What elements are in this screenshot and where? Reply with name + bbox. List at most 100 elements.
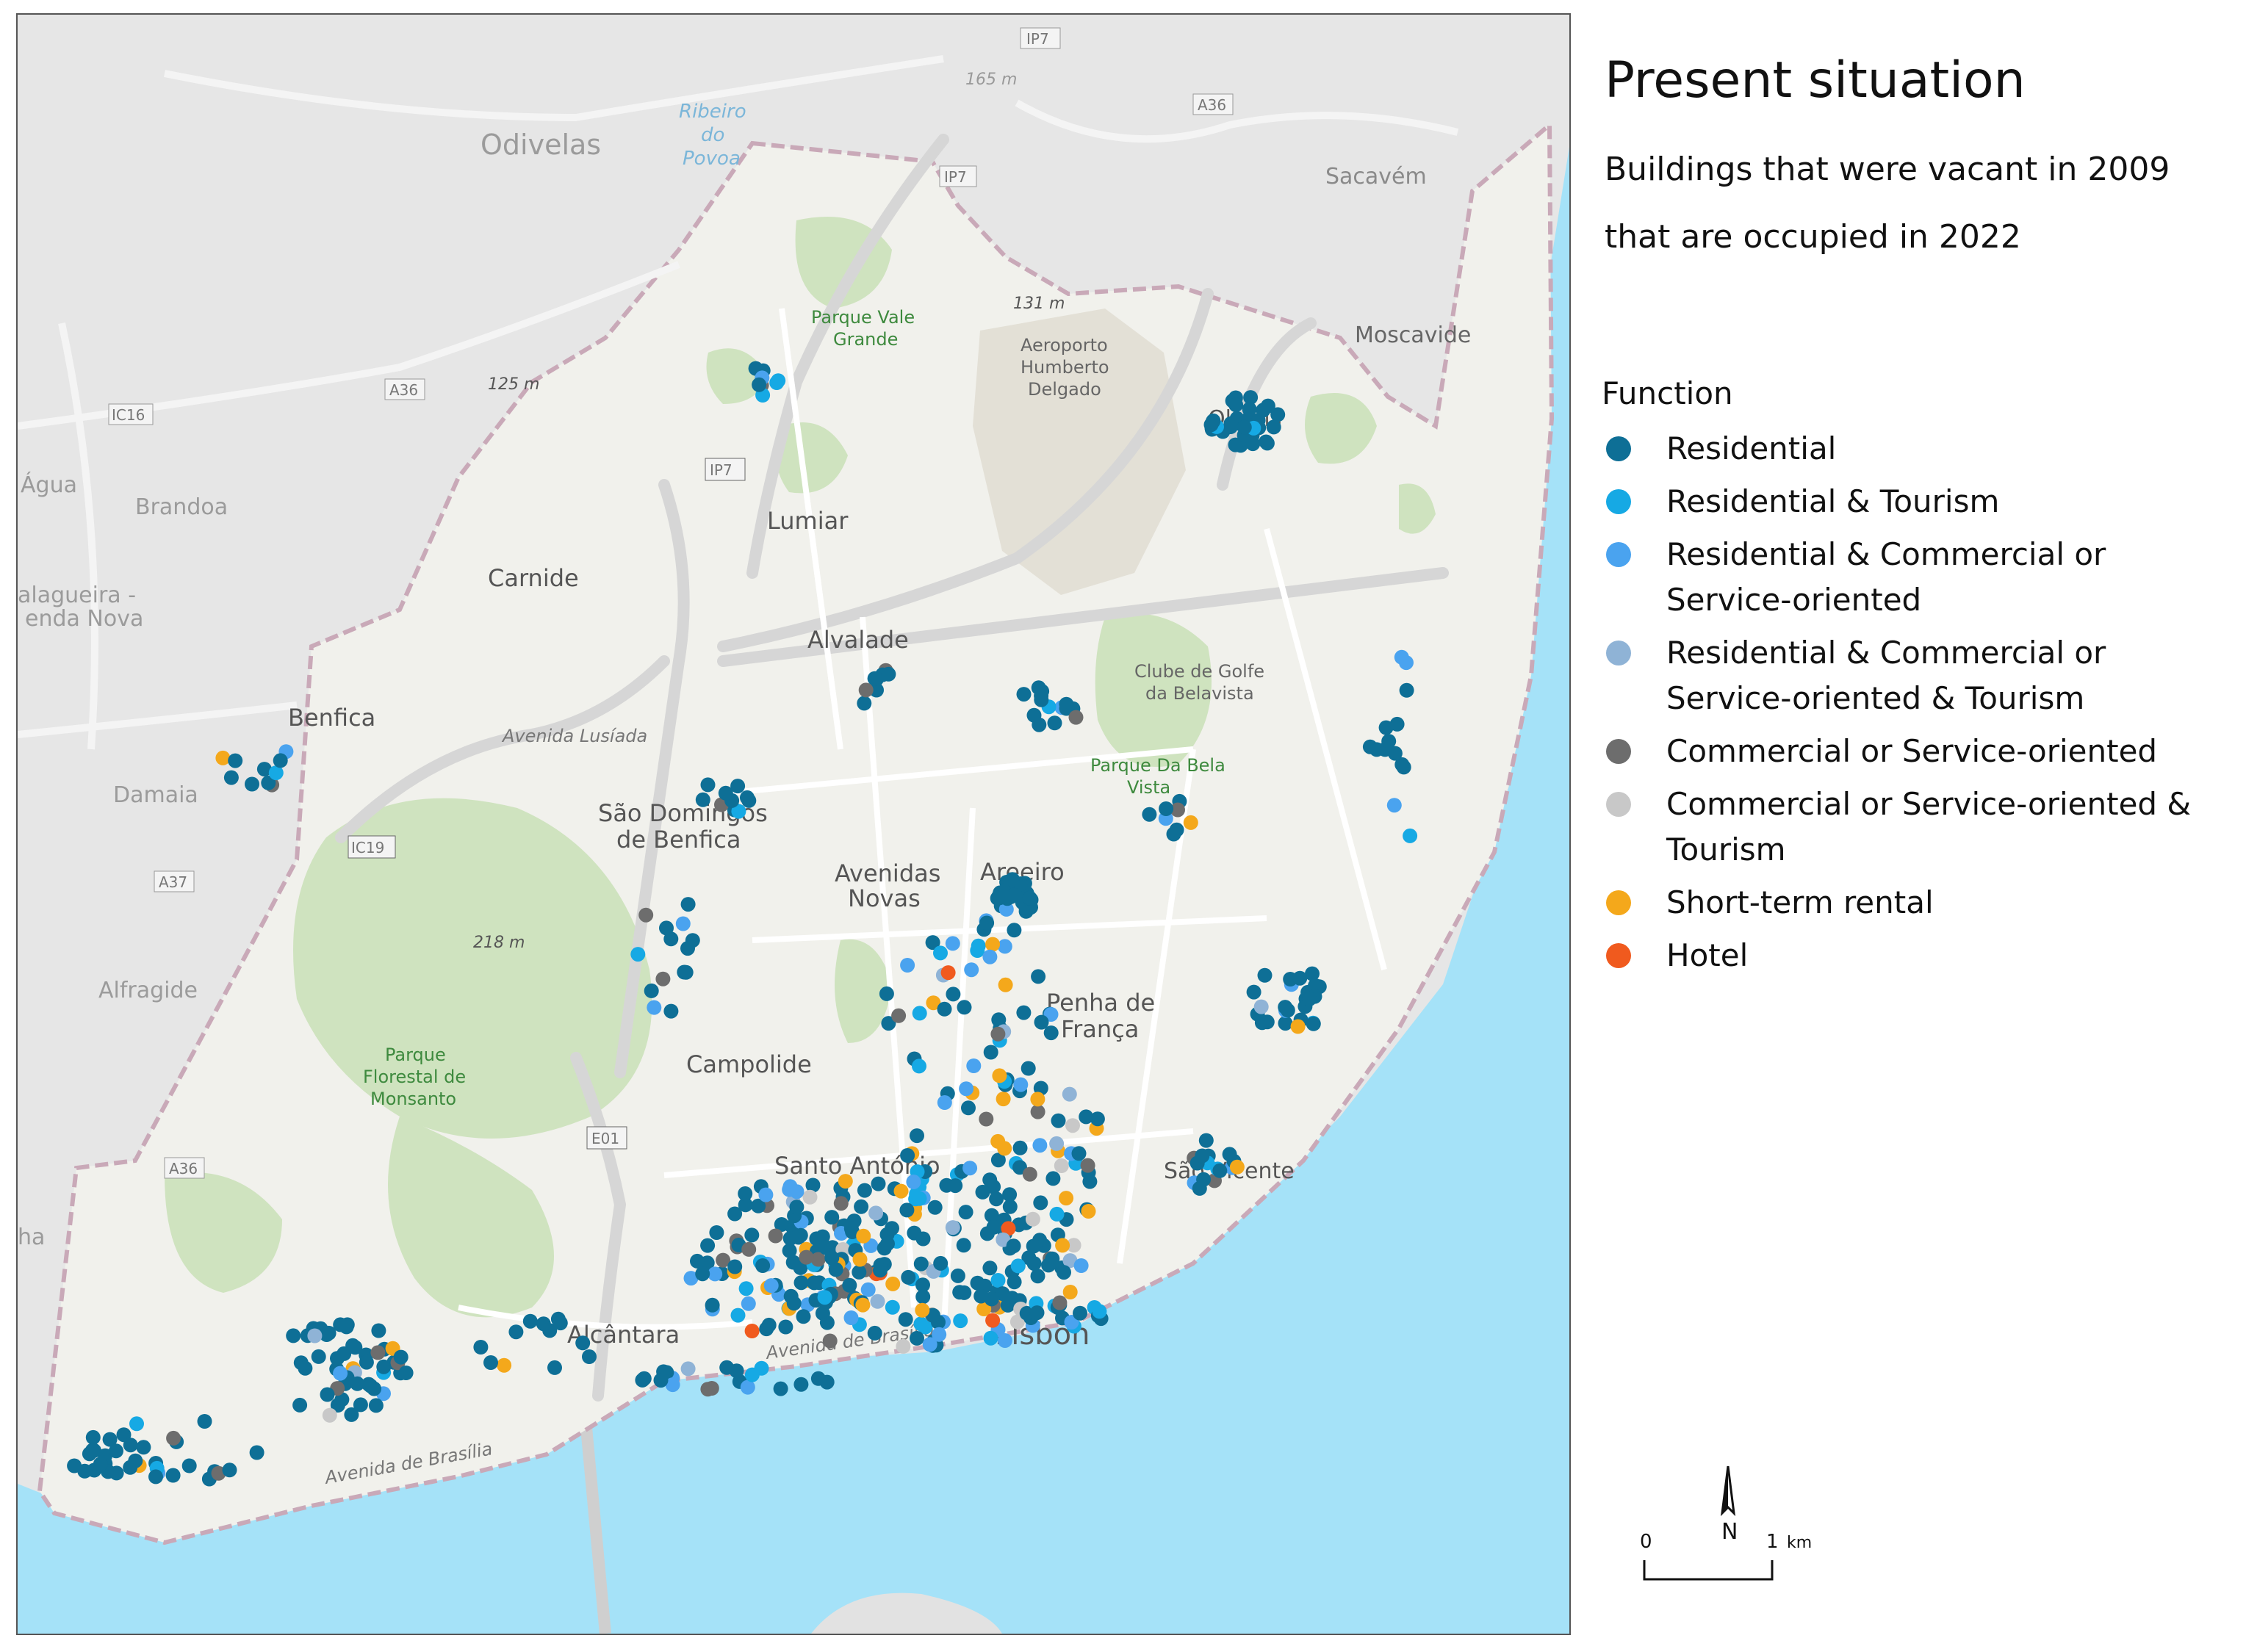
place-label: de Benfica: [616, 826, 741, 854]
legend-label: Short-term rental: [1666, 884, 1934, 920]
place-label: Água: [21, 472, 77, 498]
building-point: [898, 1312, 913, 1327]
building-point: [1030, 1092, 1045, 1107]
building-point: [245, 776, 259, 792]
building-point: [1032, 717, 1047, 732]
place-label: 218 m: [473, 934, 525, 952]
building-point: [708, 1266, 723, 1282]
building-point: [819, 1374, 835, 1390]
building-point: [744, 1324, 760, 1338]
building-point: [256, 762, 272, 777]
building-point: [1082, 1174, 1098, 1189]
road-shield: E01: [586, 1126, 627, 1150]
scale-bar: N 0 1 km: [1640, 1462, 1846, 1609]
building-point: [1237, 419, 1252, 435]
place-label: Penha de: [1046, 989, 1155, 1017]
building-point: [785, 1255, 801, 1270]
legend-title: Present situation: [1605, 51, 2026, 109]
north-arrow-icon: [1720, 1465, 1736, 1517]
building-point: [939, 1177, 954, 1193]
building-point: [536, 1316, 551, 1332]
building-point: [123, 1460, 138, 1475]
building-point: [1041, 1258, 1057, 1273]
airport-area: [973, 309, 1186, 595]
legend-swatch: [1606, 542, 1631, 567]
building-point: [1034, 684, 1050, 699]
building-point: [1253, 999, 1269, 1014]
building-point: [1031, 969, 1046, 984]
building-point: [1012, 1140, 1028, 1155]
building-point: [1369, 742, 1384, 757]
building-point: [881, 666, 896, 682]
place-label: Parque Da Bela: [1090, 755, 1225, 776]
building-point: [962, 1161, 978, 1176]
building-point: [925, 935, 940, 951]
building-point: [730, 1307, 746, 1323]
building-point: [828, 1262, 843, 1277]
building-point: [879, 986, 894, 1001]
building-point: [984, 1208, 999, 1223]
place-label: Vista: [1127, 777, 1170, 798]
building-point: [1054, 1158, 1069, 1173]
building-point: [638, 907, 654, 923]
place-label: Damaia: [113, 782, 198, 808]
building-point: [927, 1200, 943, 1215]
building-point: [1002, 1187, 1018, 1202]
building-point: [852, 1264, 867, 1280]
building-point: [298, 1360, 313, 1376]
building-point: [630, 947, 646, 962]
building-point: [838, 1174, 853, 1189]
place-label: Clube de Golfe: [1134, 661, 1264, 682]
building-point: [860, 1282, 876, 1297]
place-label: Alfragide: [98, 978, 198, 1003]
building-point: [695, 1266, 710, 1282]
building-point: [744, 1227, 760, 1243]
building-point: [647, 1000, 662, 1015]
building-point: [985, 1313, 1001, 1328]
place-label: da Belavista: [1145, 683, 1254, 704]
building-point: [680, 941, 695, 956]
building-point: [1256, 403, 1271, 418]
north-label: N: [1721, 1519, 1738, 1545]
building-point: [738, 1281, 754, 1296]
building-point: [1243, 390, 1259, 405]
building-point: [915, 1277, 930, 1293]
building-point: [741, 1241, 757, 1257]
place-label: Grande: [833, 329, 898, 350]
building-point: [1386, 798, 1402, 813]
road-shield: IC19: [348, 835, 396, 859]
building-point: [773, 1381, 788, 1396]
building-point: [371, 1323, 386, 1338]
building-point: [1002, 1199, 1018, 1214]
building-point: [1079, 1109, 1094, 1125]
building-point: [997, 939, 1012, 954]
building-point: [843, 1310, 859, 1325]
building-point: [857, 1183, 872, 1198]
place-label: Lumiar: [767, 507, 849, 535]
map-frame[interactable]: Odivelas Ribeiro do Povoa Sacavém Moscav…: [16, 13, 1571, 1635]
building-points: [67, 361, 1418, 1487]
building-point: [751, 1198, 766, 1213]
building-point: [983, 1330, 998, 1346]
building-point: [858, 682, 874, 698]
building-point: [973, 1288, 989, 1304]
legend-swatch: [1606, 739, 1631, 764]
building-point: [102, 1432, 118, 1447]
svg-text:E01: E01: [591, 1130, 619, 1147]
building-point: [344, 1407, 359, 1422]
building-point: [1290, 1019, 1306, 1034]
map-canvas[interactable]: Odivelas Ribeiro do Povoa Sacavém Moscav…: [18, 15, 1569, 1634]
building-point: [719, 1360, 735, 1375]
place-label: 131 m: [1013, 295, 1065, 313]
building-point: [900, 958, 915, 973]
building-point: [833, 1196, 849, 1211]
building-point: [793, 1275, 809, 1291]
building-point: [763, 1278, 779, 1294]
building-point: [1183, 815, 1198, 830]
legend-label: Residential: [1666, 430, 1837, 466]
building-point: [1007, 1274, 1022, 1290]
building-point: [758, 1187, 774, 1202]
building-point: [730, 779, 746, 794]
building-point: [1062, 1285, 1078, 1299]
building-point: [1242, 402, 1257, 417]
